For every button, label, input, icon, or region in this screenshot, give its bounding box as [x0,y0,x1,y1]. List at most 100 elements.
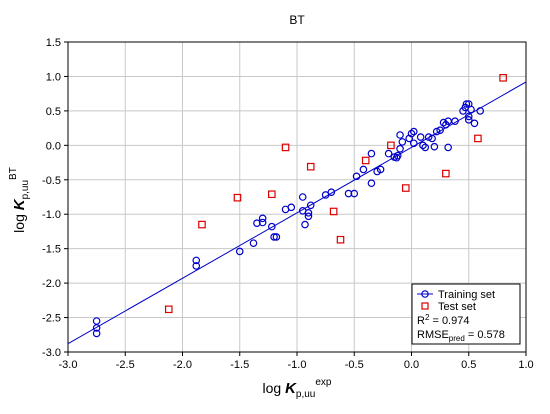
rmse-annotation: RMSEpred = 0.578 [417,329,505,343]
training-point [268,222,276,231]
training-point [416,133,425,141]
legend-training-label: Training set [438,289,495,301]
legend-test-marker [421,302,429,310]
training-point [249,239,258,247]
training-point [476,107,485,115]
training-point [430,142,439,151]
x-tick-label: -0.5 [345,359,364,371]
training-point [92,317,101,325]
y-tick-label: 1.5 [46,37,61,49]
x-axis-label: log Kp,uuexp [262,377,331,400]
y-tick-label: -2.0 [42,278,61,290]
legend-test-label: Test set [438,301,476,313]
x-tick-label: -2.0 [173,359,192,371]
x-tick-label: -2.5 [116,359,135,371]
training-point [350,189,359,198]
x-axis: -3.0 -2.5 -2.0 -1.5 -1.0 -0.5 0.0 0.5 1.0 [59,352,534,371]
test-point [198,220,206,229]
training-point [304,212,313,221]
training-point [258,214,267,223]
training-point [272,233,281,241]
training-point [424,133,433,141]
x-tick-label: -1.0 [288,359,307,371]
training-point [359,165,368,174]
y-axis: -3.0 -2.5 -2.0 -1.5 -1.0 -0.5 0.0 0.5 1.0 1.5 [42,37,68,359]
training-point [451,117,459,126]
training-point [327,188,336,196]
training-point [432,127,441,136]
y-tick-label: -1.0 [42,209,61,221]
training-point [92,329,101,338]
test-point [442,169,450,178]
test-point [401,184,410,192]
test-point [499,74,507,82]
training-point [470,119,479,128]
training-point [192,262,201,270]
training-point [258,218,267,227]
training-point [270,233,278,241]
y-tick-label: -3.0 [42,347,61,359]
training-point [409,127,418,136]
test-point [329,207,338,216]
test-set-series [164,74,507,314]
test-point [336,235,345,244]
y-tick-label: -0.5 [42,175,61,187]
grid-lines [67,41,527,353]
test-point [387,141,395,150]
training-point [384,149,393,158]
training-point [396,144,404,153]
training-point [376,165,385,174]
test-point [281,143,290,152]
training-point [409,139,418,148]
training-point [287,203,296,212]
y-tick-label: 0.5 [46,106,61,118]
training-point [306,201,315,210]
training-point [439,118,448,127]
x-tick-label: 0.0 [404,359,419,371]
training-point [398,138,407,146]
training-point [304,209,313,217]
training-point [301,220,309,229]
r-squared-annotation: R2 = 0.974 [417,313,469,327]
test-point [268,190,276,199]
data-points [92,74,507,338]
training-point [407,129,416,138]
training-point [392,153,401,162]
training-point [235,247,244,256]
chart-title: BT [289,13,305,27]
training-set-series [92,100,485,338]
y-axis-label-group: log Kp,uuBT [8,167,31,233]
training-point [444,143,452,152]
training-point [436,126,444,134]
training-point [428,134,436,143]
training-point [367,179,376,188]
y-tick-label: 1.0 [46,71,61,83]
training-point [421,143,430,152]
x-tick-label: 0.5 [461,359,476,371]
legend-training-marker [421,290,429,298]
test-point [233,193,242,202]
training-point [92,324,101,332]
training-point [352,172,361,181]
test-point [306,162,315,171]
training-point [467,105,475,114]
test-point [164,305,173,314]
regression-line [67,81,527,345]
x-tick-label: 1.0 [518,359,533,371]
x-tick-label: -1.5 [230,359,249,371]
y-tick-label: 0.0 [46,140,61,152]
training-point [396,131,404,139]
y-tick-label: -2.5 [42,313,61,325]
y-tick-label: -1.5 [42,244,61,256]
training-point [464,116,473,124]
training-point [367,149,376,158]
regression-line-group [67,81,527,345]
training-point [253,219,261,227]
y-axis-label: log Kp,uuBT [8,167,31,233]
test-point [474,134,482,143]
test-point [361,156,370,165]
x-tick-label: -3.0 [59,359,78,371]
training-point [462,100,471,108]
training-point [419,141,427,150]
